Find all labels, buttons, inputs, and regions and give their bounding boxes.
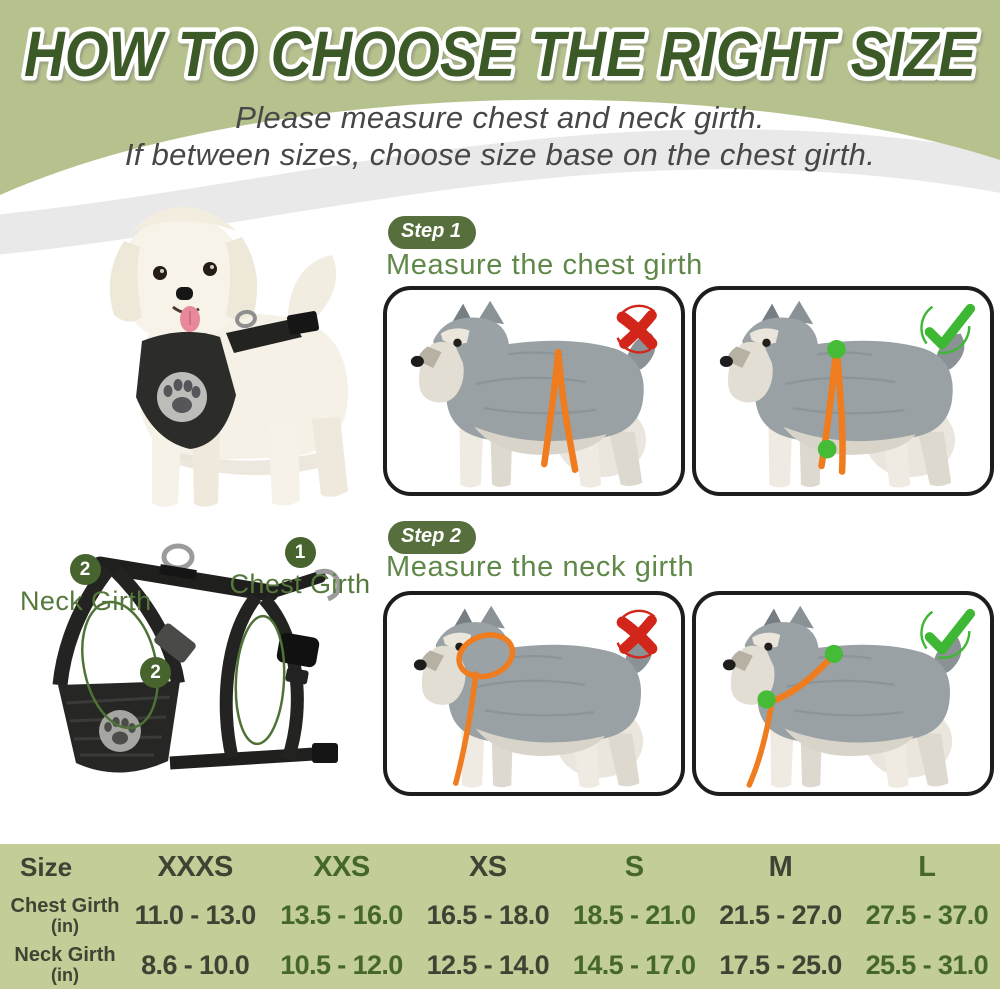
check-icon — [915, 299, 977, 361]
table-cell: 21.5 - 27.0 — [719, 900, 842, 930]
harness-diagram: 2 Neck Girth 1 Chest Girth 2 — [20, 535, 385, 830]
size-col-header: XS — [468, 850, 507, 883]
photo-card-neck-correct — [692, 591, 994, 796]
table-cell: 18.5 - 21.0 — [572, 900, 696, 930]
paw-print-badge — [157, 372, 207, 422]
subtitle-line-2: If between sizes, choose size base on th… — [124, 137, 876, 172]
title-banner: HOW TO CHOOSE THE RIGHT SIZE — [20, 14, 983, 95]
callout-label-neck: Neck Girth — [20, 586, 152, 616]
harness-inner-marker: 2 — [140, 657, 171, 688]
size-col-header: M — [768, 850, 793, 883]
measure-point-dots — [817, 340, 846, 459]
row-label-unit: (in) — [51, 965, 79, 986]
table-cell: 27.5 - 37.0 — [865, 900, 989, 930]
cross-icon — [606, 299, 668, 361]
photo-card-neck-wrong — [383, 591, 685, 796]
step-2-heading: Measure the neck girth — [386, 551, 695, 583]
step-1-heading: Measure the chest girth — [386, 249, 703, 281]
measuring-tape — [540, 348, 579, 474]
table-cell: 16.5 - 18.0 — [426, 900, 550, 930]
size-col-header: L — [918, 850, 936, 883]
subtitle-line-1: Please measure chest and neck girth. — [235, 100, 765, 135]
harness-product-photo — [52, 543, 342, 773]
callout-chest-girth: 1 Chest Girth — [225, 537, 375, 600]
table-corner-label: Size — [20, 851, 73, 882]
table-cell: 17.5 - 25.0 — [719, 949, 842, 980]
page-title: HOW TO CHOOSE THE RIGHT SIZE — [24, 18, 978, 90]
schnauzer-dog-photo — [696, 603, 990, 794]
size-col-header: XXS — [313, 850, 370, 883]
table-cell: 10.5 - 12.0 — [280, 949, 403, 980]
callout-label-chest: Chest Girth — [229, 569, 371, 599]
table-cell: 13.5 - 16.0 — [280, 900, 403, 930]
maltese-dog-photo — [109, 207, 348, 507]
callout-number-neck: 2 — [69, 554, 101, 585]
schnauzer-dog-photo — [387, 603, 681, 794]
size-table: Size XXXS XXS XS S M L Chest Girth (in) … — [0, 844, 1000, 989]
row-label-neck-girth: Neck Girth (in) — [0, 945, 122, 985]
table-cell: 25.5 - 31.0 — [865, 949, 989, 980]
photo-card-chest-wrong — [383, 286, 685, 496]
callout-number-chest: 1 — [284, 537, 316, 568]
size-col-header: S — [624, 850, 644, 883]
schnauzer-dog-photo — [387, 298, 681, 494]
step-2-badge: Step 2 — [388, 521, 477, 554]
row-label-chest-girth: Chest Girth (in) — [0, 894, 122, 936]
check-icon — [915, 604, 977, 666]
step-1-badge: Step 1 — [388, 216, 477, 249]
cross-icon — [606, 604, 668, 666]
measuring-tape — [453, 632, 516, 786]
metal-clasp-icon — [315, 568, 342, 602]
photo-card-chest-correct — [692, 286, 994, 496]
schnauzer-dog-photo — [696, 298, 990, 494]
buckle-icon — [276, 632, 320, 668]
table-cell: 11.0 - 13.0 — [134, 900, 257, 930]
row-label-text: Neck Girth — [14, 944, 116, 967]
row-label-text: Chest Girth — [10, 894, 120, 917]
size-col-header: XXXS — [157, 850, 233, 883]
row-label-unit: (in) — [51, 915, 79, 936]
header-banner: HOW TO CHOOSE THE RIGHT SIZE Please meas… — [0, 0, 1000, 260]
table-cell: 14.5 - 17.0 — [572, 949, 696, 980]
table-cell: 8.6 - 10.0 — [141, 949, 250, 980]
d-ring-icon — [161, 543, 195, 571]
measure-point-dots — [757, 644, 843, 709]
callout-neck-girth: 2 Neck Girth — [20, 554, 152, 617]
table-cell: 12.5 - 14.0 — [426, 949, 550, 980]
